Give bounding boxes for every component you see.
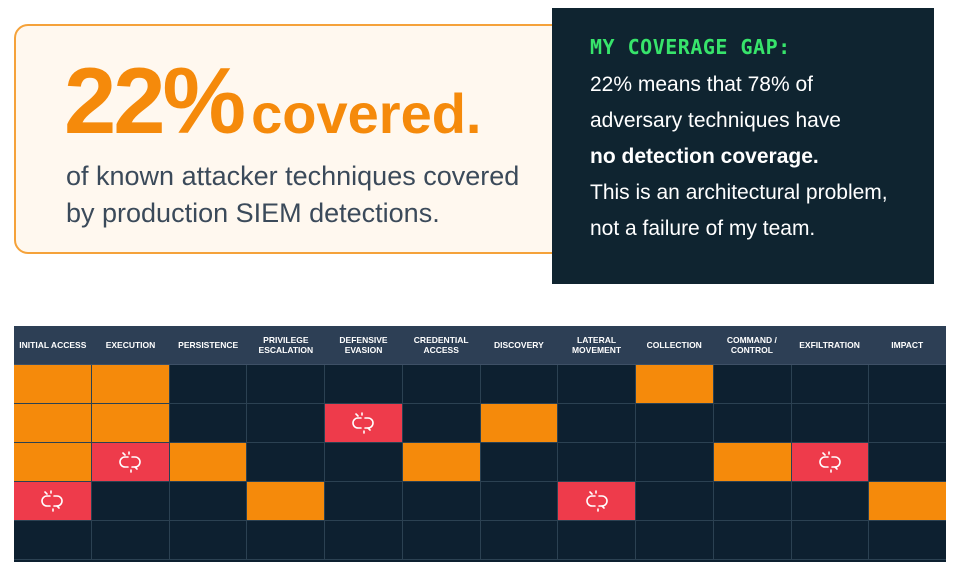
matrix-cell-empty xyxy=(713,482,792,521)
matrix-cell-gap xyxy=(91,443,170,482)
column-header-discovery: DISCOVERY xyxy=(493,340,544,350)
matrix-row xyxy=(14,404,946,443)
matrix-cell-empty xyxy=(558,365,636,404)
matrix-cell-empty xyxy=(869,443,946,482)
matrix-cell-empty xyxy=(713,521,792,560)
gap-panel-line: adversary techniques have xyxy=(590,109,841,132)
matrix-cell-empty xyxy=(169,521,248,560)
coverage-headline: 22% covered. xyxy=(64,54,481,148)
matrix-cell-empty xyxy=(636,521,714,560)
matrix-cell-empty xyxy=(402,365,481,404)
column-header-credential-access: CREDENTIAL ACCESS xyxy=(413,335,469,355)
matrix-cell-empty xyxy=(247,404,325,443)
matrix-cell-empty xyxy=(169,482,248,521)
matrix-row xyxy=(14,365,946,404)
matrix-cell-empty xyxy=(402,404,481,443)
attack-coverage-matrix: INITIAL ACCESS EXECUTION PERSISTENCE PRI… xyxy=(14,326,946,562)
matrix-cell-gap xyxy=(14,482,92,521)
matrix-cell-covered xyxy=(247,482,325,521)
matrix-cell-covered xyxy=(713,443,792,482)
column-header-initial-access: INITIAL ACCESS xyxy=(19,340,87,350)
broken-link-icon xyxy=(585,490,608,512)
matrix-cell-empty xyxy=(869,365,946,404)
broken-link-icon xyxy=(352,412,375,434)
matrix-cell-empty xyxy=(402,482,481,521)
matrix-cell-covered xyxy=(636,365,714,404)
matrix-cell-covered xyxy=(14,404,92,443)
matrix-cell-empty xyxy=(325,443,403,482)
matrix-cell-covered xyxy=(14,365,92,404)
matrix-cell-empty xyxy=(402,521,481,560)
matrix-cell-empty xyxy=(91,521,170,560)
column-header-privilege-escalation: PRIVILEGE ESCALATION xyxy=(258,335,314,355)
matrix-cell-gap xyxy=(325,404,403,443)
matrix-grid xyxy=(14,365,946,560)
matrix-cell-empty xyxy=(480,443,559,482)
matrix-cell-empty xyxy=(91,482,170,521)
gap-panel-emphasis: no detection coverage. xyxy=(590,145,819,168)
matrix-cell-gap xyxy=(558,482,636,521)
gap-panel-line: not a failure of my team. xyxy=(590,217,816,240)
matrix-cell-empty xyxy=(325,482,403,521)
coverage-stat-card: 22% covered. of known attacker techniques… xyxy=(14,24,574,254)
matrix-header: INITIAL ACCESS EXECUTION PERSISTENCE PRI… xyxy=(14,326,946,365)
column-header-impact: IMPACT xyxy=(891,340,924,350)
matrix-cell-empty xyxy=(713,365,792,404)
matrix-cell-empty xyxy=(791,482,870,521)
broken-link-icon xyxy=(41,490,64,512)
matrix-cell-gap xyxy=(791,443,870,482)
coverage-description: of known attacker techniques covered by … xyxy=(66,161,520,228)
column-header-persistence: PERSISTENCE xyxy=(178,340,239,350)
matrix-cell-empty xyxy=(558,443,636,482)
matrix-cell-empty xyxy=(636,443,714,482)
coverage-word: covered. xyxy=(251,82,482,145)
matrix-cell-empty xyxy=(636,404,714,443)
matrix-cell-covered xyxy=(869,482,946,521)
column-header-defensive-evasion: DEFENSIVE EVASION xyxy=(339,335,388,355)
coverage-gap-panel: MY COVERAGE GAP: 22% means that 78% of a… xyxy=(552,8,934,284)
matrix-cell-empty xyxy=(169,365,248,404)
gap-panel-line: This is an architectural problem, xyxy=(590,181,888,204)
column-header-exfiltration: EXFILTRATION xyxy=(799,340,860,350)
column-header-lateral-movement: LATERAL MOVEMENT xyxy=(571,335,622,355)
broken-link-icon xyxy=(819,451,841,473)
matrix-cell-covered xyxy=(91,404,170,443)
matrix-cell-empty xyxy=(325,521,403,560)
matrix-cell-empty xyxy=(558,521,636,560)
matrix-cell-empty xyxy=(869,521,946,560)
matrix-row xyxy=(14,482,946,521)
coverage-percent: 22% xyxy=(64,48,246,153)
column-header-execution: EXECUTION xyxy=(105,340,156,350)
matrix-cell-empty xyxy=(558,404,636,443)
matrix-cell-empty xyxy=(247,443,325,482)
matrix-cell-covered xyxy=(480,404,559,443)
matrix-cell-empty xyxy=(869,404,946,443)
matrix-cell-empty xyxy=(480,482,559,521)
matrix-cell-empty xyxy=(325,365,403,404)
matrix-cell-covered xyxy=(91,365,170,404)
column-header-command-control: COMMAND / CONTROL xyxy=(726,335,777,355)
matrix-cell-covered xyxy=(402,443,481,482)
matrix-row xyxy=(14,521,946,560)
gap-panel-line: 22% means that 78% of xyxy=(590,73,813,96)
matrix-cell-empty xyxy=(791,404,870,443)
broken-link-icon xyxy=(119,451,141,473)
matrix-cell-empty xyxy=(480,521,559,560)
column-header-collection: COLLECTION xyxy=(646,340,702,350)
matrix-cell-empty xyxy=(636,482,714,521)
matrix-cell-covered xyxy=(169,443,248,482)
gap-panel-title: MY COVERAGE GAP: xyxy=(590,35,791,59)
matrix-cell-empty xyxy=(169,404,248,443)
matrix-row xyxy=(14,443,946,482)
matrix-cell-empty xyxy=(791,365,870,404)
matrix-cell-empty xyxy=(713,404,792,443)
matrix-cell-empty xyxy=(14,521,92,560)
matrix-cell-empty xyxy=(247,521,325,560)
matrix-cell-covered xyxy=(14,443,92,482)
matrix-cell-empty xyxy=(247,365,325,404)
matrix-cell-empty xyxy=(480,365,559,404)
matrix-cell-empty xyxy=(791,521,870,560)
